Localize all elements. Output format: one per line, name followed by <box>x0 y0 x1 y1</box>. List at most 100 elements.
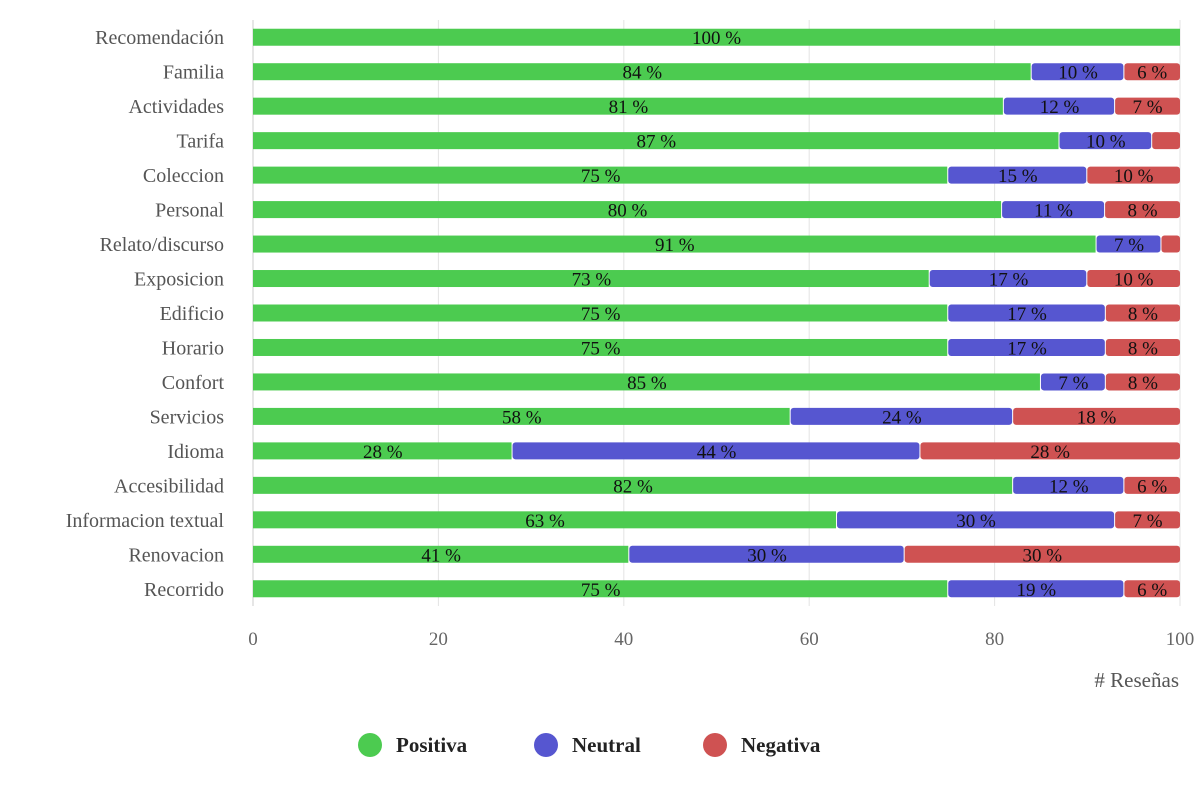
data-label: 10 % <box>1058 63 1098 84</box>
bar-negativa <box>1087 270 1180 288</box>
legend-item-neutral[interactable]: Neutral <box>534 733 641 757</box>
category-label: Edificio <box>160 303 224 325</box>
bars <box>253 28 1180 598</box>
data-label: 6 % <box>1137 63 1167 84</box>
data-label: 18 % <box>1077 407 1117 428</box>
x-tick-label: 80 <box>985 629 1004 650</box>
bar-negativa <box>1105 373 1180 391</box>
bar-negativa <box>1013 407 1180 425</box>
category-label: Actividades <box>128 96 224 118</box>
data-label: 44 % <box>697 442 737 463</box>
bar-positiva <box>253 338 948 356</box>
category-label: Personal <box>155 200 224 222</box>
legend-item-negativa[interactable]: Negativa <box>703 733 821 757</box>
bar-neutral <box>629 545 904 563</box>
legend-label: Negativa <box>741 733 821 757</box>
legend-item-positiva[interactable]: Positiva <box>358 733 468 757</box>
data-label: 6 % <box>1137 580 1167 601</box>
data-label: 7 % <box>1133 511 1163 532</box>
data-label: 6 % <box>1137 476 1167 497</box>
data-label: 28 % <box>1030 442 1070 463</box>
category-label: Servicios <box>150 406 225 428</box>
bar-positiva <box>253 132 1059 150</box>
category-label: Relato/discurso <box>100 234 224 256</box>
bar-neutral <box>1002 201 1105 219</box>
data-label: 85 % <box>627 373 667 394</box>
category-label: Accesibilidad <box>114 475 224 497</box>
x-tick-label: 40 <box>614 629 633 650</box>
category-label: Idioma <box>167 441 224 463</box>
data-label: 30 % <box>747 545 787 566</box>
data-label: 11 % <box>1034 201 1073 222</box>
bar-neutral <box>948 304 1105 322</box>
data-label: 91 % <box>655 235 695 256</box>
legend-marker <box>703 733 727 757</box>
data-label: 28 % <box>363 442 403 463</box>
bar-negativa <box>920 442 1180 460</box>
legend-marker <box>358 733 382 757</box>
bar-neutral <box>837 511 1115 529</box>
data-label: 7 % <box>1058 373 1088 394</box>
bar-negativa <box>1124 63 1180 81</box>
x-tick-label: 100 <box>1166 629 1195 650</box>
bar-neutral <box>1040 373 1105 391</box>
category-label: Confort <box>162 372 225 394</box>
bar-neutral <box>948 580 1124 598</box>
data-label: 8 % <box>1128 373 1158 394</box>
category-label: Informacion textual <box>66 510 225 532</box>
data-label: 75 % <box>581 338 621 359</box>
data-label: 82 % <box>613 476 653 497</box>
bar-positiva <box>253 166 948 184</box>
data-label: 75 % <box>581 166 621 187</box>
bar-positiva <box>253 511 837 529</box>
bar-labels: 100 % 84 % 10 % 6 % 81 % 12 % 7 % 87 % 10 % 75 % 1… <box>363 28 1167 601</box>
data-label: 15 % <box>998 166 1038 187</box>
category-label: Horario <box>162 337 224 359</box>
bar-negativa <box>904 545 1180 563</box>
bar-negativa <box>1115 511 1180 529</box>
data-label: 100 % <box>692 28 741 49</box>
bar-neutral <box>1059 132 1152 150</box>
x-tick-labels: 0 20 40 60 80 100 <box>248 629 1194 650</box>
data-label: 84 % <box>623 63 663 84</box>
data-label: 24 % <box>882 407 922 428</box>
data-label: 12 % <box>1040 97 1080 118</box>
bar-positiva <box>253 201 1002 219</box>
legend-label: Positiva <box>396 733 468 757</box>
bar-negativa <box>1161 235 1180 253</box>
legend[interactable]: Positiva Neutral Negativa <box>358 733 821 757</box>
bar-neutral <box>1003 97 1115 115</box>
bar-neutral <box>929 270 1087 288</box>
bar-negativa <box>1087 166 1180 184</box>
bar-positiva <box>253 407 790 425</box>
category-label: Renovacion <box>128 544 224 566</box>
bar-negativa <box>1105 201 1180 219</box>
bar-negativa <box>1124 476 1180 494</box>
bar-positiva <box>253 304 948 322</box>
bar-positiva <box>253 235 1096 253</box>
data-label: 8 % <box>1128 201 1158 222</box>
data-label: 8 % <box>1128 338 1158 359</box>
data-label: 17 % <box>989 270 1029 291</box>
x-tick-label: 20 <box>429 629 448 650</box>
category-label: Exposicion <box>134 269 224 291</box>
bar-negativa <box>1105 304 1180 322</box>
bar-neutral <box>948 338 1105 356</box>
data-label: 80 % <box>608 201 648 222</box>
data-label: 10 % <box>1086 132 1126 153</box>
data-label: 19 % <box>1017 580 1057 601</box>
bar-negativa <box>1105 338 1180 356</box>
bar-positiva <box>253 373 1040 391</box>
bar-neutral <box>790 407 1013 425</box>
bar-neutral <box>1013 476 1124 494</box>
category-label: Familia <box>163 62 224 84</box>
bar-negativa <box>1124 580 1180 598</box>
legend-label: Neutral <box>572 733 641 757</box>
category-label: Recorrido <box>144 579 224 601</box>
bar-positiva <box>253 442 512 460</box>
bar-negativa <box>1115 97 1180 115</box>
data-label: 41 % <box>421 545 461 566</box>
data-label: 10 % <box>1114 166 1154 187</box>
